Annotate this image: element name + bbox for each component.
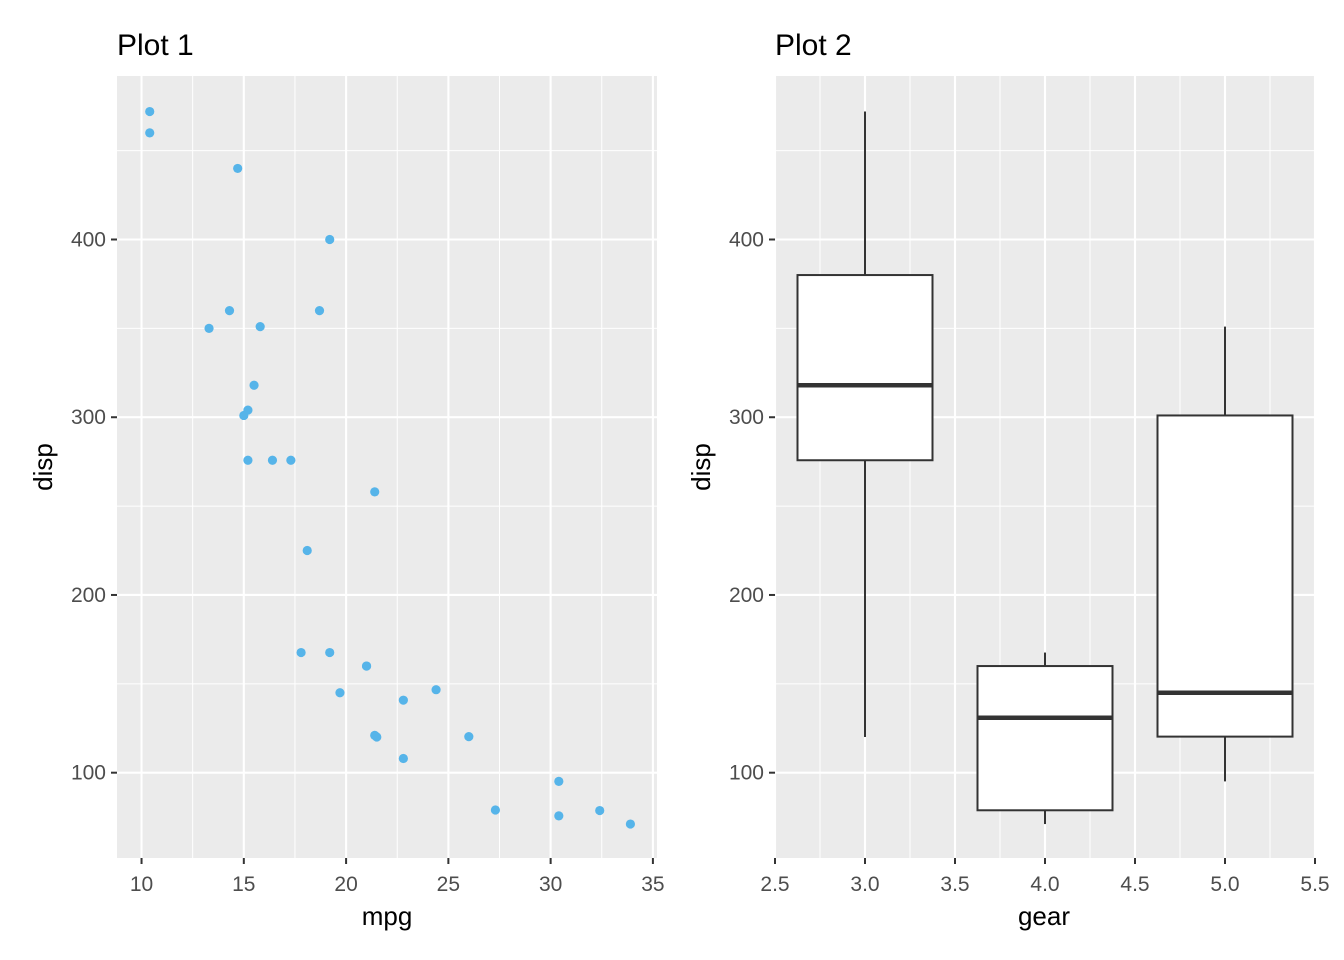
scatter-point xyxy=(255,321,265,332)
scatter-point xyxy=(325,647,335,658)
plot-2-x-axis-title: gear xyxy=(1018,901,1070,931)
scatter-point xyxy=(431,685,441,695)
scatter-point xyxy=(370,730,380,740)
plot-1-x-tick-label: 10 xyxy=(130,873,153,896)
plot-2-x-tick-label: 5.0 xyxy=(1210,873,1239,896)
plot-1-y-tick-label: 300 xyxy=(71,406,106,429)
scatter-point xyxy=(625,819,636,829)
scatter-point xyxy=(398,695,408,705)
plot-2-x-tick-label: 4.0 xyxy=(1030,873,1059,896)
plot-1-y-tick-label: 100 xyxy=(71,762,106,785)
plot-2-y-tick-label: 400 xyxy=(729,229,764,252)
scatter-point xyxy=(302,545,312,556)
plot-2-x-tick-label: 5.5 xyxy=(1300,873,1329,896)
plot-1-title: Plot 1 xyxy=(117,29,194,62)
box-iqr xyxy=(1156,414,1294,738)
scatter-point xyxy=(490,805,501,815)
plot-1-points xyxy=(145,106,636,829)
plot-2-y-tick-label: 100 xyxy=(729,762,764,785)
scatter-point xyxy=(325,234,335,245)
plot-2-x-tick-label: 4.5 xyxy=(1120,873,1149,896)
scatter-point xyxy=(204,323,214,333)
scatter-point xyxy=(335,688,345,698)
scatter-point xyxy=(361,661,372,671)
plot-1-x-tick-label: 35 xyxy=(641,873,664,896)
scatter-point xyxy=(267,455,278,465)
plot-2: Plot 2 2.5 3.0 3.5 4.0 4.5 5.0 5.5 100 200 300 40… xyxy=(686,29,1330,931)
plot-1-x-tick-label: 15 xyxy=(232,873,255,896)
plot-2-boxes xyxy=(796,111,1294,825)
plot-1-x-tick-label: 25 xyxy=(437,873,460,896)
scatter-point xyxy=(145,106,155,117)
box-iqr xyxy=(796,274,934,462)
scatter-point xyxy=(145,128,155,138)
scatter-point xyxy=(314,306,325,316)
scatter-point xyxy=(595,805,605,816)
box-iqr xyxy=(976,665,1114,812)
plot-2-y-axis: 100 200 300 400 xyxy=(729,229,775,785)
plot-1-y-axis-title: disp xyxy=(28,443,58,491)
scatter-point xyxy=(249,380,259,390)
boxplot-gear-5 xyxy=(1156,326,1294,782)
plot-1-y-axis: 100 200 300 400 xyxy=(71,229,117,785)
boxplot-gear-4 xyxy=(976,652,1114,825)
plot-1-y-tick-label: 400 xyxy=(71,229,106,252)
plot-2-y-axis-title: disp xyxy=(686,443,716,491)
plot-1-x-axis-title: mpg xyxy=(362,901,413,931)
plot-2-x-tick-label: 2.5 xyxy=(760,873,789,896)
plot-1: Plot 1 10 15 20 25 30 35 100 200 300 400 mpg dis… xyxy=(28,29,665,931)
scatter-point xyxy=(239,410,249,421)
plot-2-x-tick-label: 3.5 xyxy=(940,873,969,896)
plot-2-x-tick-label: 3.0 xyxy=(850,873,879,896)
scatter-point xyxy=(296,647,306,658)
plot-1-panel xyxy=(117,76,657,858)
scatter-point xyxy=(233,163,243,174)
scatter-point xyxy=(464,732,474,742)
plot-1-x-tick-label: 30 xyxy=(539,873,562,896)
scatter-point xyxy=(554,811,564,821)
scatter-point xyxy=(243,455,253,465)
scatter-point xyxy=(370,487,380,497)
scatter-point xyxy=(398,753,408,764)
plot-1-gridlines xyxy=(117,76,657,858)
plot-2-y-tick-label: 300 xyxy=(729,406,764,429)
scatter-point xyxy=(554,776,564,786)
plot-1-x-tick-label: 20 xyxy=(334,873,357,896)
plot-2-y-tick-label: 200 xyxy=(729,584,764,607)
plot-1-x-axis: 10 15 20 25 30 35 xyxy=(130,858,665,896)
plot-2-x-axis: 2.5 3.0 3.5 4.0 4.5 5.0 5.5 xyxy=(760,858,1330,896)
plot-1-y-tick-label: 200 xyxy=(71,584,106,607)
boxplot-gear-3 xyxy=(796,111,934,737)
scatter-point xyxy=(224,306,235,316)
plot-2-title: Plot 2 xyxy=(775,29,852,62)
scatter-point xyxy=(286,455,296,465)
